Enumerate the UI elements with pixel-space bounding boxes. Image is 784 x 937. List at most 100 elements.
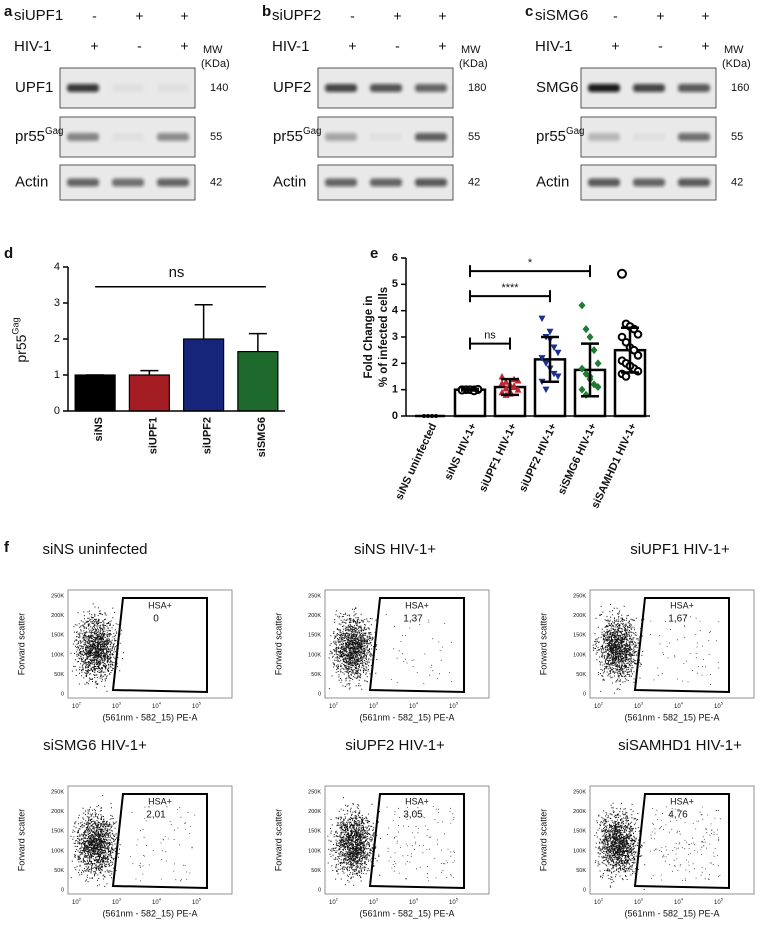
mw-value: 42 — [210, 176, 222, 188]
protein-label-base: pr55 — [273, 128, 303, 145]
gate-percent: 4,76 — [668, 810, 688, 821]
x-tick-label-sup: 5 — [199, 897, 201, 902]
annotation-text: ns — [169, 264, 185, 281]
gate-label: HSA+ — [148, 600, 172, 610]
data-point — [538, 315, 546, 323]
plot-frame — [324, 785, 490, 895]
data-point — [578, 364, 586, 373]
protein-label-base: pr55 — [536, 128, 566, 145]
x-tick-label-sup: 4 — [681, 897, 684, 902]
data-point — [594, 383, 602, 392]
y-tick-label: 150K — [573, 829, 586, 835]
blot-band — [370, 133, 402, 141]
plot-frame — [67, 589, 233, 699]
x-tick-label: 104 — [152, 701, 162, 710]
panel-letter: b — [262, 3, 271, 20]
data-point — [582, 325, 590, 334]
blot-band — [633, 133, 665, 141]
data-point — [554, 349, 562, 357]
protein-label-sup: Gag — [303, 126, 321, 137]
y-axis-label: % of infected cells — [378, 287, 390, 387]
x-tick-label-sup: 3 — [376, 701, 378, 706]
x-tick-label-base: 10 — [192, 900, 199, 906]
x-tick-label-base: 10 — [112, 704, 119, 710]
y-tick-label: 100K — [573, 652, 586, 658]
data-point — [621, 372, 631, 381]
panel-letter: f — [4, 539, 10, 556]
event-cloud — [70, 795, 196, 887]
sirna-sign: - — [350, 8, 355, 24]
data-point — [633, 351, 643, 360]
data-point — [514, 386, 522, 393]
x-tick-label-base: 10 — [594, 900, 601, 906]
y-tick-label: 200K — [308, 809, 321, 815]
panel-title: siUPF2 HIV-1+ — [345, 737, 445, 754]
y-tick-label: 250K — [308, 593, 321, 599]
data-point — [546, 328, 554, 336]
x-tick-label: 102 — [72, 897, 81, 906]
data-point — [617, 332, 627, 342]
gate-percent: 0 — [153, 614, 159, 625]
gate-label: HSA+ — [405, 796, 429, 806]
x-tick-label: 105 — [714, 897, 723, 906]
plot-frame — [324, 589, 490, 699]
mw-header: MW — [724, 44, 744, 56]
blot-band — [370, 178, 402, 187]
y-tick-label: 100K — [573, 848, 586, 854]
y-tick-label: 50K — [576, 868, 586, 874]
protein-label: Actin — [536, 173, 569, 190]
x-tick-label: 102 — [594, 701, 603, 710]
x-axis-label: (561nm - 582_15) PE-A — [624, 712, 719, 722]
x-axis-label: (561nm - 582_15) PE-A — [102, 908, 197, 918]
y-tick-label: 0 — [583, 887, 586, 893]
y-tick-label: 150K — [308, 633, 321, 639]
bar — [74, 374, 116, 412]
y-axis-label: Forward scatter — [16, 613, 26, 676]
y-tick-label: 1 — [54, 369, 60, 381]
y-axis-label: Forward scatter — [273, 809, 283, 872]
mw-value: 55 — [210, 131, 222, 143]
x-tick-label-sup: 2 — [79, 701, 81, 706]
x-tick-label-base: 10 — [152, 704, 159, 710]
x-axis-label: (561nm - 582_15) PE-A — [359, 908, 454, 918]
sirna-sign: + — [180, 8, 188, 24]
blot-band — [325, 178, 357, 187]
y-tick-label: 100K — [308, 848, 321, 854]
x-tick-label: 102 — [329, 701, 338, 710]
x-tick-label: siNS — [93, 417, 105, 441]
x-tick-label: 105 — [714, 701, 723, 710]
x-tick-label: 103 — [112, 701, 121, 710]
hiv-sign: + — [180, 38, 188, 54]
data-point — [594, 359, 602, 368]
data-point — [498, 379, 506, 387]
x-tick-label: 105 — [192, 701, 201, 710]
x-tick-label-base: 10 — [409, 704, 416, 710]
protein-label: pr55Gag — [273, 126, 321, 145]
bar — [237, 351, 279, 412]
blot-band — [157, 133, 189, 141]
y-tick-label: 50K — [311, 868, 321, 874]
y-axis-label: Fold Change in — [363, 295, 375, 378]
data-point — [498, 388, 506, 396]
protein-label: pr55Gag — [536, 126, 584, 145]
data-point — [578, 301, 586, 310]
panel-letter: c — [525, 3, 533, 20]
y-tick-label: 200K — [573, 809, 586, 815]
y-tick-label: 4 — [54, 261, 60, 273]
y-tick-label: 0 — [61, 691, 64, 697]
x-tick-label: siSMG6 — [256, 417, 268, 457]
x-tick-label-base: 10 — [152, 900, 159, 906]
data-point — [502, 384, 510, 392]
blot-band — [112, 178, 144, 187]
x-axis-label: (561nm - 582_15) PE-A — [359, 712, 454, 722]
protein-label: SMG6 — [536, 79, 579, 96]
protein-label: pr55Gag — [15, 126, 63, 145]
x-tick-label-base: 10 — [192, 704, 199, 710]
protein-label-base: pr55 — [15, 128, 45, 145]
protein-label: Actin — [15, 173, 48, 190]
panel-letter: e — [370, 245, 378, 262]
blot-band — [67, 178, 99, 187]
gate — [633, 793, 730, 890]
gate-percent: 1,37 — [403, 614, 423, 625]
